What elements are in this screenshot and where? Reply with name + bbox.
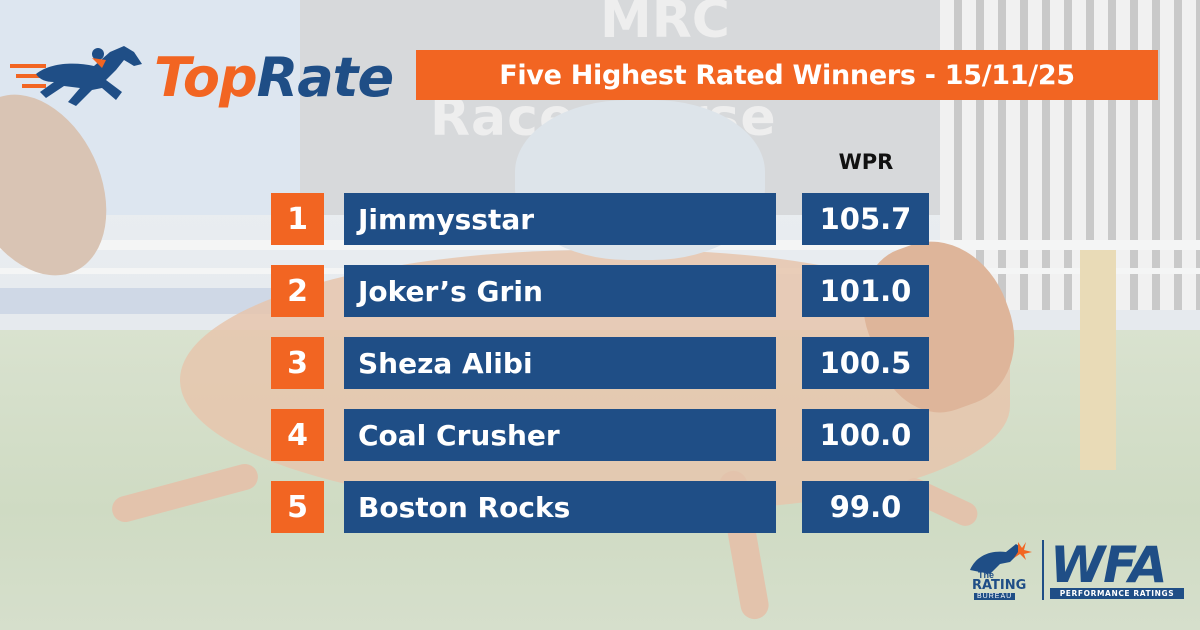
racehorse-icon — [10, 46, 142, 106]
trb-rating: RATING — [972, 578, 1027, 593]
wfa-logo: WFA PERFORMANCE RATINGS — [1050, 536, 1190, 602]
horse-name: Joker’s Grin — [344, 265, 776, 317]
wfa-subtitle: PERFORMANCE RATINGS — [1050, 588, 1184, 599]
page-title: Five Highest Rated Winners - 15/11/25 — [499, 59, 1075, 91]
brand-top: Top — [154, 46, 258, 109]
trb-bureau: BUREAU — [974, 593, 1016, 600]
toprate-logo: TopRate — [6, 40, 394, 112]
brand-rate: Rate — [256, 46, 394, 109]
rank-badge: 1 — [271, 193, 324, 245]
gate-post — [1080, 250, 1116, 470]
wpr-value: 105.7 — [802, 193, 929, 245]
table-row: 4 Coal Crusher 100.0 — [0, 409, 1200, 461]
table-row: 5 Boston Rocks 99.0 — [0, 481, 1200, 533]
table-row: 2 Joker’s Grin 101.0 — [0, 265, 1200, 317]
board-text-top: MRC — [600, 0, 730, 50]
rating-bureau-logo: The RATING BUREAU — [960, 540, 1040, 602]
rank-badge: 4 — [271, 409, 324, 461]
horse-name: Coal Crusher — [344, 409, 776, 461]
logo-divider — [1042, 540, 1044, 600]
table-row: 3 Sheza Alibi 100.5 — [0, 337, 1200, 389]
wfa-title: WFA — [1050, 536, 1168, 594]
wpr-value: 100.5 — [802, 337, 929, 389]
table-row: 1 Jimmysstar 105.7 — [0, 193, 1200, 245]
rating-bureau-horse-icon — [970, 542, 1032, 574]
wpr-value: 101.0 — [802, 265, 929, 317]
trb-the: The — [978, 570, 995, 580]
rank-badge: 5 — [271, 481, 324, 533]
wpr-value: 99.0 — [802, 481, 929, 533]
rank-badge: 3 — [271, 337, 324, 389]
horse-name: Boston Rocks — [344, 481, 776, 533]
wpr-value: 100.0 — [802, 409, 929, 461]
wpr-column-header: WPR — [838, 150, 894, 174]
header-banner: Five Highest Rated Winners - 15/11/25 — [416, 50, 1158, 100]
brand-wordmark: TopRate — [154, 46, 394, 109]
horse-name: Jimmysstar — [344, 193, 776, 245]
horse-name: Sheza Alibi — [344, 337, 776, 389]
rank-badge: 2 — [271, 265, 324, 317]
